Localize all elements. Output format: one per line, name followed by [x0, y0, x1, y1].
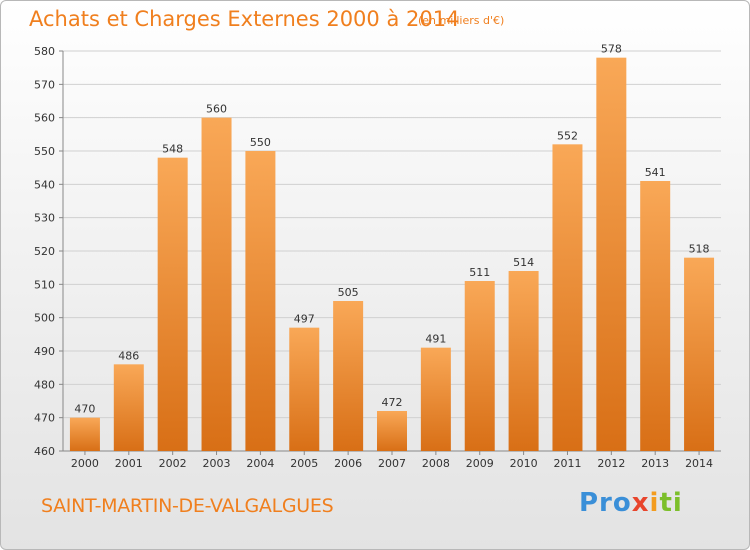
- bar-value-label: 541: [645, 166, 666, 179]
- bar-value-label: 578: [601, 43, 622, 56]
- location-name: SAINT-MARTIN-DE-VALGALGUES: [41, 495, 334, 517]
- bar-2012[interactable]: [596, 57, 627, 452]
- bar-value-labels: 470 486 548 560 550 497 505 472 491 511 514 552 578 5…: [74, 43, 709, 416]
- bar-value-label: 560: [206, 103, 227, 116]
- y-tick-label: 500: [34, 312, 55, 325]
- bar-2003[interactable]: [201, 117, 232, 452]
- y-tick-labels: 460 470 480 490 500 510 520 530 540 550 560 570 580: [34, 45, 55, 458]
- bar-chart: 470 486 548 560 550 497 505 472 491 511 514 552 578 5…: [34, 43, 721, 470]
- y-tick-label: 460: [34, 445, 55, 458]
- bar-value-label: 518: [689, 243, 710, 256]
- y-tick-label: 570: [34, 78, 55, 91]
- x-tick-label: 2013: [641, 457, 669, 470]
- bar-2006[interactable]: [333, 301, 364, 451]
- bar-value-label: 486: [118, 349, 139, 362]
- x-tick-label: 2002: [159, 457, 187, 470]
- y-tick-label: 550: [34, 145, 55, 158]
- x-tick-label: 2001: [115, 457, 143, 470]
- bars: [69, 57, 715, 452]
- bar-value-label: 505: [338, 286, 359, 299]
- x-tick-label: 2008: [422, 457, 450, 470]
- bar-value-label: 548: [162, 143, 183, 156]
- chart-unit: (en milliers d'€): [418, 14, 505, 27]
- y-tick-label: 470: [34, 412, 55, 425]
- x-tick-label: 2005: [290, 457, 318, 470]
- bar-value-label: 514: [513, 256, 534, 269]
- bar-2007[interactable]: [377, 411, 407, 451]
- x-tick-label: 2004: [246, 457, 274, 470]
- x-tick-label: 2010: [510, 457, 538, 470]
- y-tick-label: 580: [34, 45, 55, 58]
- bar-2010[interactable]: [508, 271, 539, 451]
- bar-value-label: 552: [557, 129, 578, 142]
- chart-title: Achats et Charges Externes 2000 à 2014: [29, 7, 460, 31]
- y-tick-label: 560: [34, 112, 55, 125]
- bar-value-label: 550: [250, 136, 271, 149]
- y-tick-label: 520: [34, 245, 55, 258]
- bar-2002[interactable]: [157, 157, 188, 451]
- x-tick-label: 2009: [466, 457, 494, 470]
- y-tick-label: 490: [34, 345, 55, 358]
- bar-2005[interactable]: [289, 327, 320, 451]
- bar-2009[interactable]: [464, 281, 495, 451]
- bar-2013[interactable]: [640, 181, 671, 451]
- x-tick-label: 2007: [378, 457, 406, 470]
- bar-2008[interactable]: [420, 347, 451, 451]
- y-tick-label: 540: [34, 178, 55, 191]
- x-tick-label: 2006: [334, 457, 362, 470]
- x-tick-label: 2012: [597, 457, 625, 470]
- bar-2014[interactable]: [684, 257, 715, 451]
- bar-2004[interactable]: [245, 151, 276, 451]
- y-tick-label: 480: [34, 378, 55, 391]
- bar-2001[interactable]: [113, 364, 144, 451]
- bar-value-label: 511: [469, 266, 490, 279]
- y-tick-label: 510: [34, 278, 55, 291]
- y-tick-label: 530: [34, 212, 55, 225]
- proxiti-logo[interactable]: Proxiti: [579, 488, 683, 518]
- bar-value-label: 472: [382, 396, 403, 409]
- x-tick-labels: 2000 2001 2002 2003 2004 2005 2006 2007 2008 2009…: [71, 457, 713, 470]
- x-tick-label: 2000: [71, 457, 99, 470]
- bar-2011[interactable]: [552, 144, 583, 452]
- bar-value-label: 470: [74, 403, 95, 416]
- x-tick-label: 2003: [203, 457, 231, 470]
- bar-value-label: 497: [294, 313, 315, 326]
- x-tick-label: 2014: [685, 457, 713, 470]
- bar-value-label: 491: [425, 333, 446, 346]
- bar-2000[interactable]: [69, 417, 100, 451]
- x-tick-label: 2011: [553, 457, 581, 470]
